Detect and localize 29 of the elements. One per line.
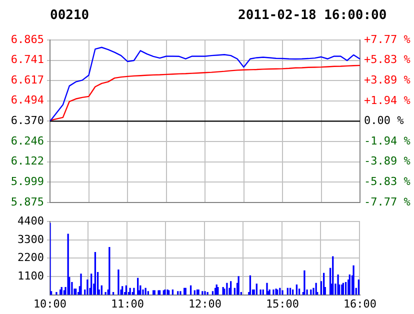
x-tick-label: 10:00 (33, 297, 67, 310)
y2-tick-label: 0.00 % (364, 114, 404, 128)
y-tick-label: 6.246 (10, 134, 44, 148)
y2-tick-label: -7.77 % (364, 195, 411, 208)
y2-tick-label: +5.83 % (364, 53, 411, 66)
y-tick-label: 6.370 (10, 114, 44, 128)
y2-tick-label: +1.94 % (364, 94, 411, 107)
y-tick-label: 6.617 (10, 74, 44, 87)
y-tick-label: 2200 (18, 251, 44, 264)
y-tick-label: 6.741 (10, 53, 44, 66)
x-tick-label: 12:00 (188, 297, 222, 310)
y-tick-label: 5.999 (10, 174, 44, 188)
y-tick-label: 3300 (18, 232, 44, 246)
x-tick-label: 11:00 (110, 297, 144, 310)
y2-tick-label: -5.83 % (364, 174, 411, 188)
chart-title: 00210 (50, 8, 90, 23)
y2-tick-label: +7.77 % (364, 32, 411, 46)
y-tick-label: 1100 (18, 269, 44, 282)
x-tick-label: 15:00 (266, 297, 300, 310)
y2-tick-label: -1.94 % (364, 134, 411, 148)
y-tick-label: 4400 (18, 214, 44, 228)
y-tick-label: 6.122 (10, 154, 44, 168)
chart-subtitle: 2011-02-18 16:00:00 (238, 8, 387, 23)
y2-tick-label: -3.89 % (364, 154, 411, 168)
y-tick-label: 6.865 (10, 32, 44, 46)
y-tick-label: 6.494 (10, 94, 44, 107)
y-tick-label: 5.875 (10, 195, 44, 208)
x-tick-label: 16:00 (343, 297, 377, 310)
y2-tick-label: +3.89 % (364, 73, 411, 86)
